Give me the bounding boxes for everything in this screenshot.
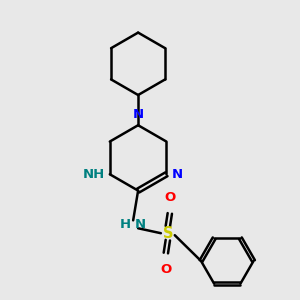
Text: N: N: [171, 168, 182, 181]
Text: O: O: [160, 263, 172, 276]
Text: H: H: [120, 218, 131, 231]
Text: N: N: [135, 218, 146, 231]
Text: N: N: [133, 108, 144, 121]
Text: S: S: [163, 226, 173, 241]
Text: NH: NH: [82, 168, 105, 181]
Text: O: O: [164, 190, 176, 203]
